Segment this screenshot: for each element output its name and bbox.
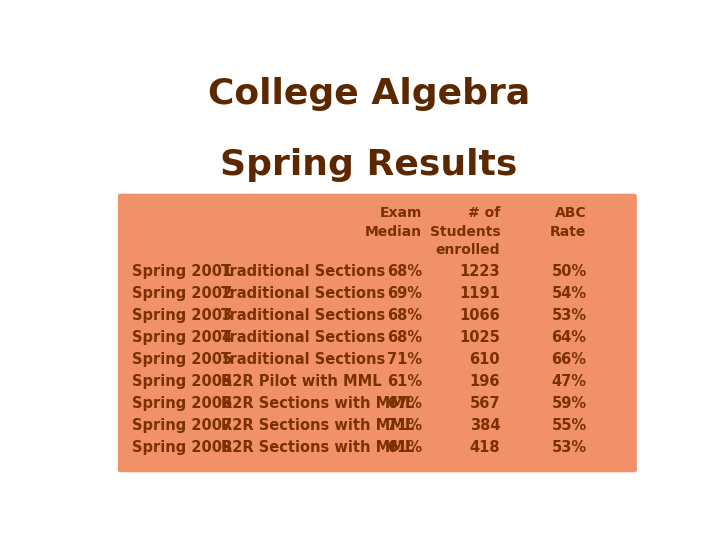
Text: R2R Pilot with MML: R2R Pilot with MML: [221, 374, 382, 389]
Text: 196: 196: [469, 374, 500, 389]
Text: Traditional Sections: Traditional Sections: [221, 352, 385, 367]
Text: 61%: 61%: [387, 440, 422, 455]
Text: 50%: 50%: [552, 265, 587, 279]
Text: 68%: 68%: [387, 308, 422, 323]
Text: Spring 2008: Spring 2008: [132, 440, 232, 455]
Text: 567: 567: [469, 396, 500, 411]
Text: ABC
Rate: ABC Rate: [550, 206, 587, 239]
Text: 47%: 47%: [552, 374, 587, 389]
Text: Spring 2007: Spring 2007: [132, 418, 232, 433]
Text: Traditional Sections: Traditional Sections: [221, 265, 385, 279]
Text: 53%: 53%: [552, 308, 587, 323]
Text: 71%: 71%: [387, 352, 422, 367]
Text: 61%: 61%: [387, 374, 422, 389]
Text: College Algebra: College Algebra: [208, 77, 530, 111]
Text: 1223: 1223: [459, 265, 500, 279]
Text: 1066: 1066: [459, 308, 500, 323]
Text: Spring 2001: Spring 2001: [132, 265, 232, 279]
Text: 64%: 64%: [552, 330, 587, 345]
Text: 1191: 1191: [459, 286, 500, 301]
Text: 418: 418: [469, 440, 500, 455]
FancyBboxPatch shape: [118, 194, 637, 472]
Text: 1025: 1025: [459, 330, 500, 345]
Text: # of
Students
enrolled: # of Students enrolled: [430, 206, 500, 257]
Text: Spring Results: Spring Results: [220, 148, 518, 182]
Text: 54%: 54%: [552, 286, 587, 301]
Text: 69%: 69%: [387, 286, 422, 301]
Text: Traditional Sections: Traditional Sections: [221, 308, 385, 323]
Text: Spring 2005: Spring 2005: [132, 374, 232, 389]
Text: 384: 384: [469, 418, 500, 433]
Text: 71%: 71%: [387, 418, 422, 433]
Text: 67%: 67%: [387, 396, 422, 411]
Text: Traditional Sections: Traditional Sections: [221, 286, 385, 301]
Text: 68%: 68%: [387, 265, 422, 279]
Text: R2R Sections with MML: R2R Sections with MML: [221, 440, 415, 455]
Text: R2R Sections with MML: R2R Sections with MML: [221, 396, 415, 411]
Text: Traditional Sections: Traditional Sections: [221, 330, 385, 345]
Text: Exam
Median: Exam Median: [365, 206, 422, 239]
Text: 59%: 59%: [552, 396, 587, 411]
Text: Spring 2004: Spring 2004: [132, 330, 232, 345]
Text: Spring 2006: Spring 2006: [132, 396, 232, 411]
Text: Spring 2002: Spring 2002: [132, 286, 232, 301]
Text: 55%: 55%: [552, 418, 587, 433]
Text: R2R Sections with MML: R2R Sections with MML: [221, 418, 415, 433]
Text: 66%: 66%: [552, 352, 587, 367]
Text: Spring 2005: Spring 2005: [132, 352, 232, 367]
Text: Spring 2003: Spring 2003: [132, 308, 232, 323]
Text: 610: 610: [469, 352, 500, 367]
Text: 68%: 68%: [387, 330, 422, 345]
Text: 53%: 53%: [552, 440, 587, 455]
